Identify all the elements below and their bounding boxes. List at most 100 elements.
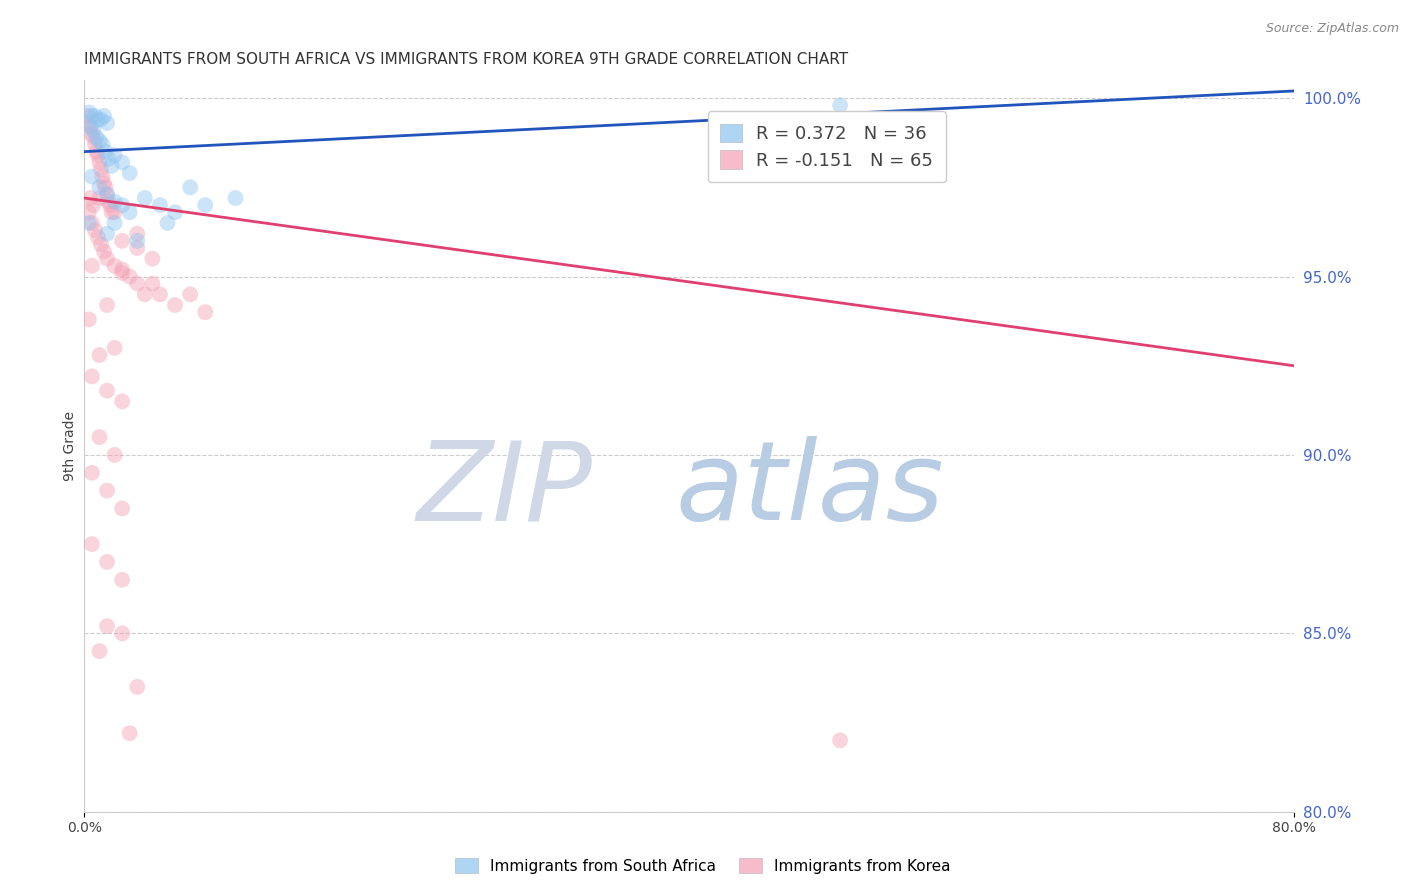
- Point: [104, 148, 127, 162]
- Text: IMMIGRANTS FROM SOUTH AFRICA VS IMMIGRANTS FROM KOREA 9TH GRADE CORRELATION CHAR: IMMIGRANTS FROM SOUTH AFRICA VS IMMIGRAN…: [84, 52, 848, 67]
- Point: [77, 312, 100, 326]
- Y-axis label: 9th Grade: 9th Grade: [63, 411, 77, 481]
- Point: [94, 180, 117, 194]
- Point: [96, 227, 118, 241]
- Point: [118, 269, 141, 284]
- Point: [80, 537, 103, 551]
- Point: [104, 341, 127, 355]
- Point: [82, 123, 104, 137]
- Point: [80, 259, 103, 273]
- Point: [96, 619, 118, 633]
- Point: [80, 127, 103, 141]
- Point: [96, 187, 118, 202]
- Point: [141, 277, 163, 291]
- Point: [111, 394, 134, 409]
- Point: [82, 130, 104, 145]
- Point: [82, 198, 104, 212]
- Point: [86, 130, 108, 145]
- Point: [93, 244, 115, 259]
- Point: [100, 159, 122, 173]
- Point: [111, 626, 134, 640]
- Point: [89, 155, 111, 169]
- Point: [127, 680, 149, 694]
- Point: [149, 287, 172, 301]
- Point: [104, 448, 127, 462]
- Point: [127, 234, 149, 248]
- Point: [118, 166, 141, 180]
- Point: [87, 148, 110, 162]
- Point: [77, 216, 100, 230]
- Point: [111, 198, 134, 212]
- Point: [84, 137, 107, 152]
- Point: [87, 230, 110, 244]
- Point: [118, 726, 141, 740]
- Point: [91, 137, 114, 152]
- Point: [96, 116, 118, 130]
- Point: [89, 348, 111, 362]
- Point: [194, 305, 217, 319]
- Point: [127, 241, 149, 255]
- Text: Source: ZipAtlas.com: Source: ZipAtlas.com: [1265, 22, 1399, 36]
- Point: [91, 169, 114, 184]
- Point: [96, 555, 118, 569]
- Point: [90, 237, 112, 252]
- Point: [84, 223, 107, 237]
- Point: [96, 298, 118, 312]
- Point: [127, 277, 149, 291]
- Text: atlas: atlas: [675, 436, 945, 543]
- Point: [104, 205, 127, 219]
- Point: [134, 191, 156, 205]
- Point: [111, 155, 134, 169]
- Point: [77, 105, 100, 120]
- Point: [149, 198, 172, 212]
- Point: [96, 252, 118, 266]
- Text: ZIP: ZIP: [416, 436, 592, 543]
- Point: [134, 287, 156, 301]
- Point: [76, 109, 98, 123]
- Point: [96, 384, 118, 398]
- Point: [94, 145, 117, 159]
- Point: [97, 152, 120, 166]
- Point: [141, 252, 163, 266]
- Point: [98, 198, 121, 212]
- Point: [79, 120, 101, 134]
- Point: [111, 234, 134, 248]
- Point: [79, 191, 101, 205]
- Point: [118, 205, 141, 219]
- Point: [100, 205, 122, 219]
- Point: [165, 205, 187, 219]
- Point: [127, 227, 149, 241]
- Point: [104, 194, 127, 209]
- Point: [80, 369, 103, 384]
- Legend: Immigrants from South Africa, Immigrants from Korea: Immigrants from South Africa, Immigrants…: [449, 852, 957, 880]
- Point: [111, 573, 134, 587]
- Point: [87, 112, 110, 127]
- Point: [93, 177, 115, 191]
- Point: [96, 187, 118, 202]
- Point: [830, 733, 852, 747]
- Point: [97, 194, 120, 209]
- Point: [80, 109, 103, 123]
- Point: [225, 191, 247, 205]
- Point: [80, 466, 103, 480]
- Point: [156, 216, 179, 230]
- Point: [93, 109, 115, 123]
- Point: [80, 169, 103, 184]
- Legend: R = 0.372   N = 36, R = -0.151   N = 65: R = 0.372 N = 36, R = -0.151 N = 65: [707, 112, 946, 183]
- Point: [179, 287, 201, 301]
- Point: [79, 120, 101, 134]
- Point: [111, 266, 134, 280]
- Point: [104, 259, 127, 273]
- Point: [89, 644, 111, 658]
- Point: [90, 162, 112, 177]
- Point: [89, 430, 111, 444]
- Point: [80, 216, 103, 230]
- Point: [104, 216, 127, 230]
- Point: [86, 145, 108, 159]
- Point: [89, 134, 111, 148]
- Point: [84, 109, 107, 123]
- Point: [830, 98, 852, 112]
- Point: [96, 483, 118, 498]
- Point: [77, 116, 100, 130]
- Point: [194, 198, 217, 212]
